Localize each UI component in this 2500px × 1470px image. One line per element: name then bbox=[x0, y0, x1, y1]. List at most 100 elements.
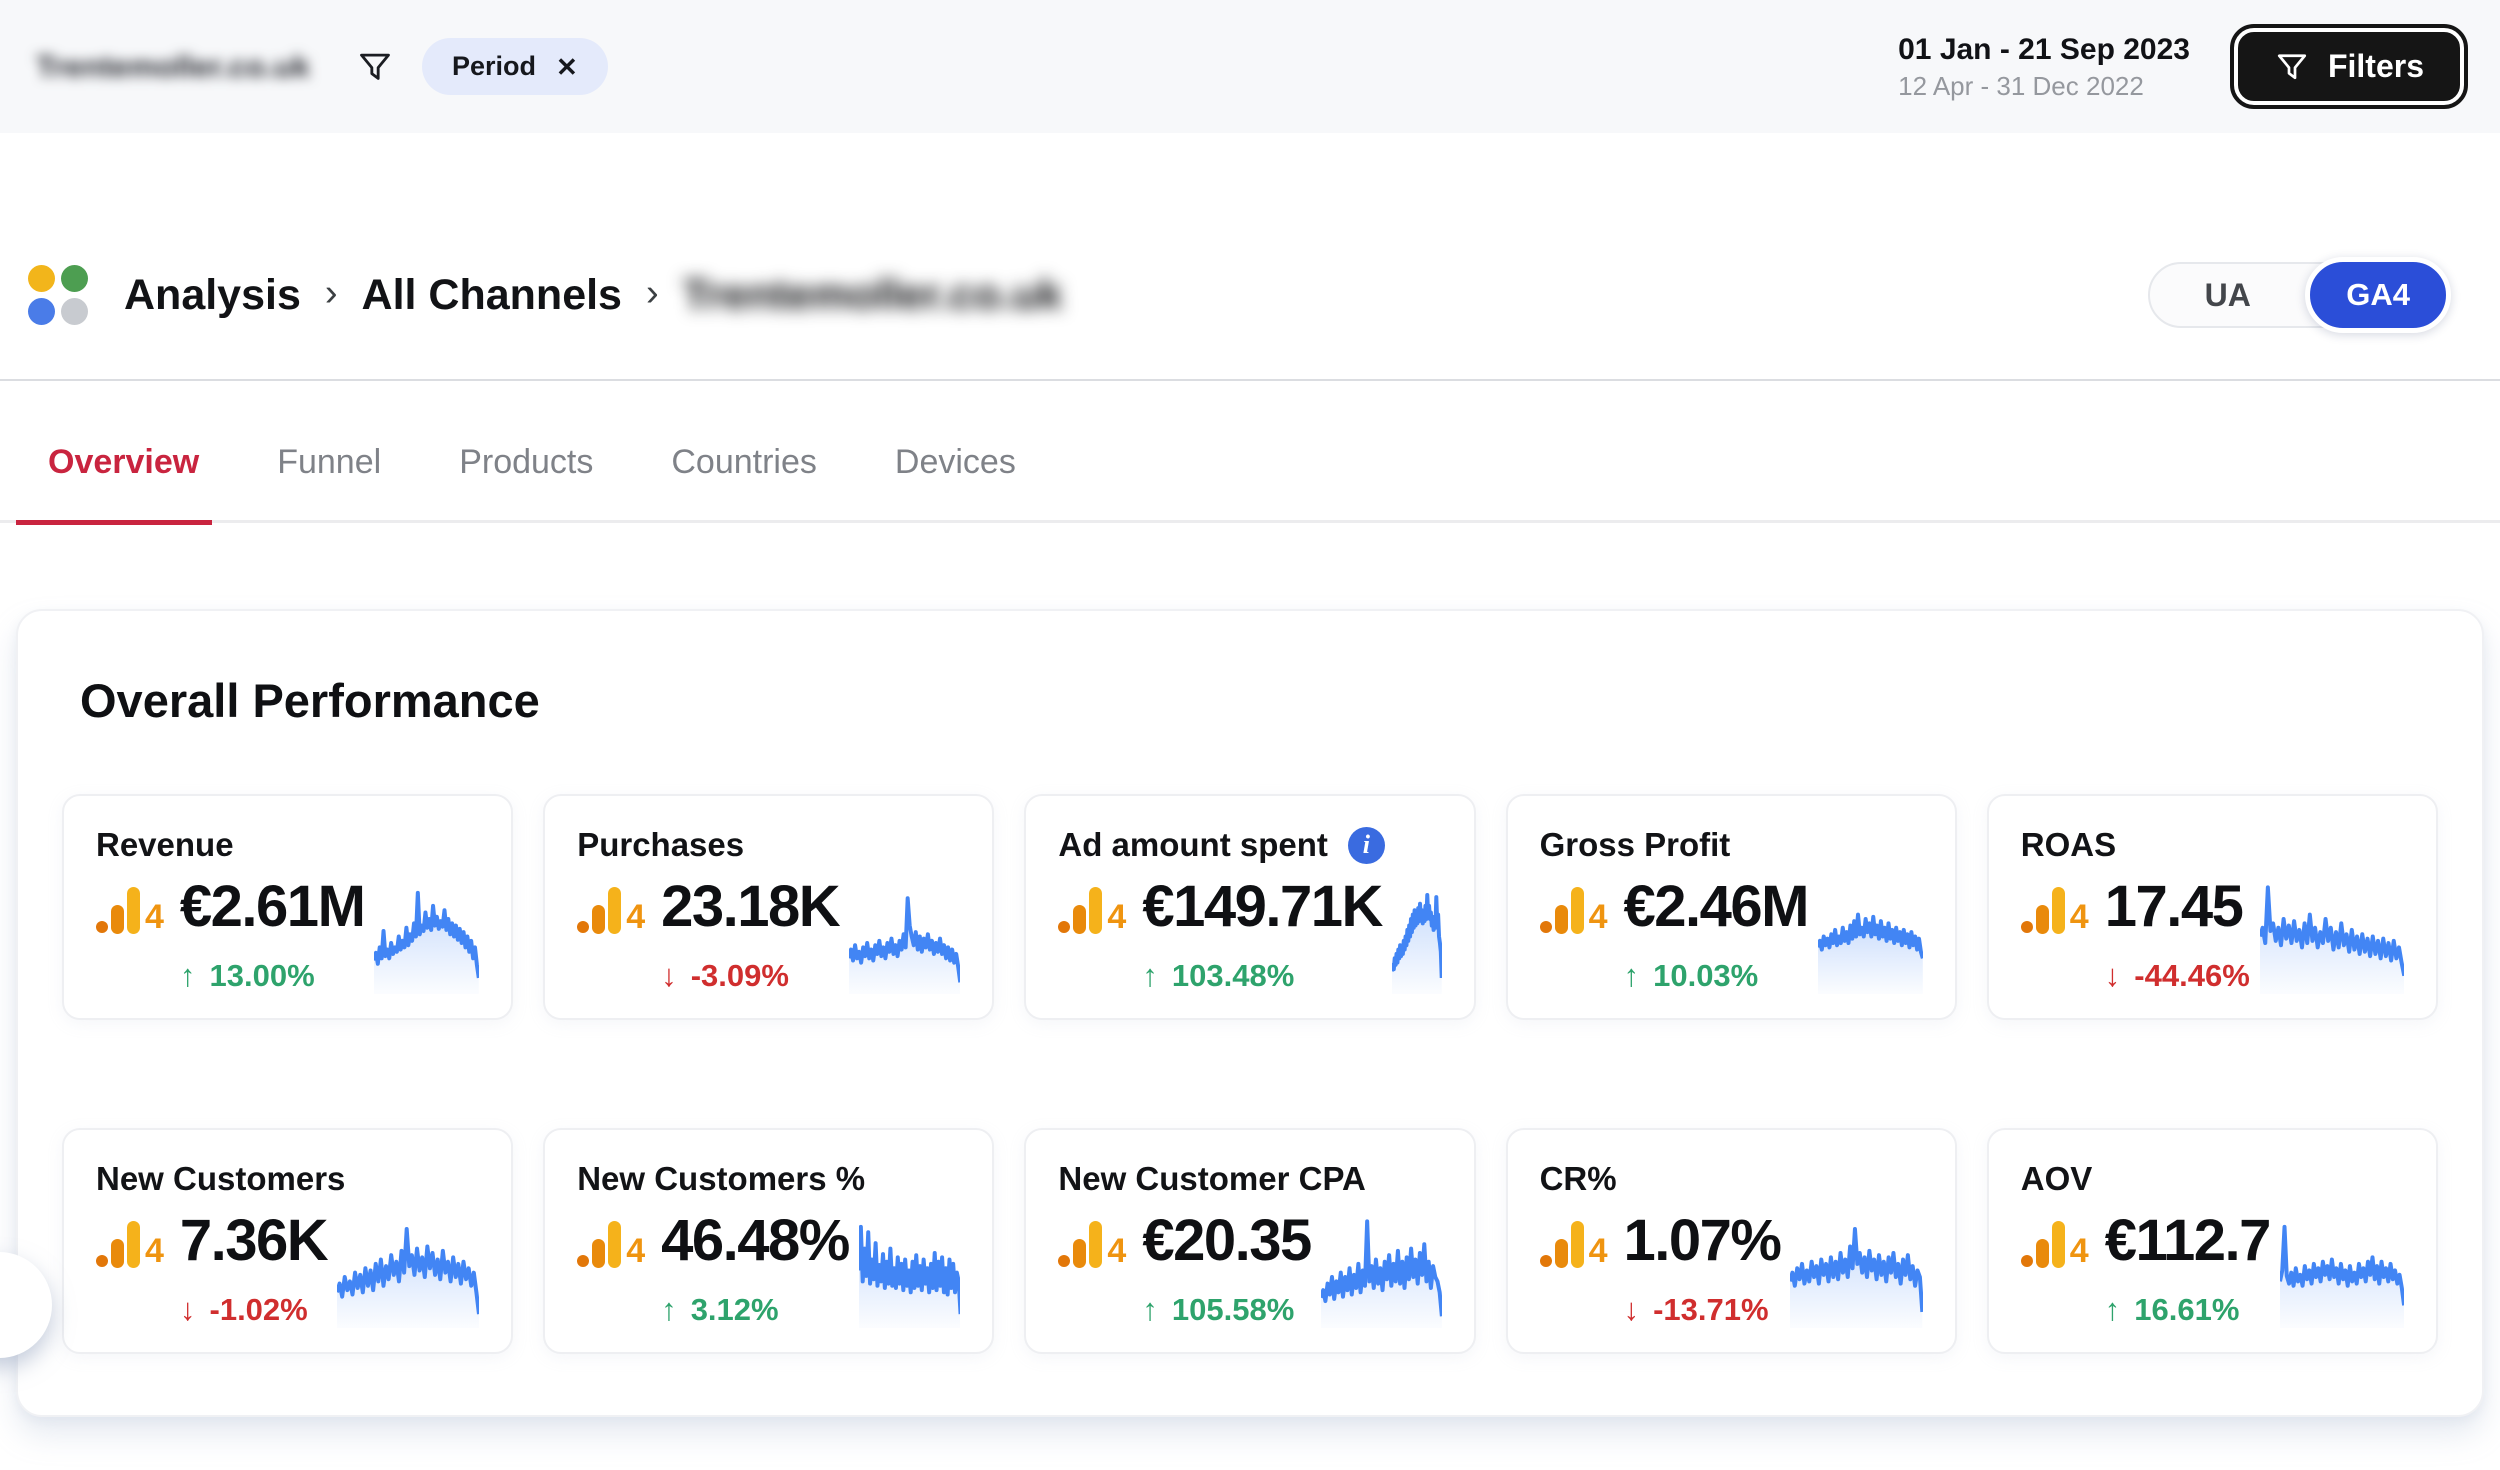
delta-arrow-icon: ↑ bbox=[180, 958, 196, 993]
metric-label: ROAS bbox=[2020, 826, 2117, 863]
ga4-source-icon: 4 bbox=[577, 1221, 645, 1268]
metric-tile[interactable]: AOV 4 €112.7 ↑ 16.61% bbox=[1986, 1128, 2438, 1354]
metric-delta: ↑ 16.61% bbox=[2105, 1292, 2270, 1328]
active-tab-indicator bbox=[16, 520, 212, 525]
delta-arrow-icon: ↑ bbox=[2104, 1292, 2121, 1327]
delta-arrow-icon: ↑ bbox=[1142, 1292, 1158, 1327]
chevron-right-icon: › bbox=[324, 271, 338, 314]
sparkline-chart bbox=[2259, 876, 2404, 994]
metric-tile[interactable]: CR% 4 1.07% ↓ -13.71% bbox=[1505, 1128, 1957, 1354]
tab-overview[interactable]: Overview bbox=[48, 443, 200, 481]
sparkline-chart bbox=[1391, 876, 1442, 994]
period-filter-chip[interactable]: Period ✕ bbox=[421, 38, 608, 95]
metric-label: Purchases bbox=[577, 826, 745, 863]
delta-value: 13.00% bbox=[209, 958, 315, 993]
tab-underline bbox=[0, 520, 2500, 525]
metric-tile[interactable]: Gross Profit 4 €2.46M ↑ 10.03% bbox=[1505, 794, 1957, 1020]
sparkline-chart bbox=[2279, 1210, 2404, 1328]
delta-arrow-icon: ↓ bbox=[180, 1292, 196, 1327]
top-bar: Trentemoller.co.uk Period ✕ 01 Jan - 21 … bbox=[0, 0, 2500, 133]
logo-dot-gray bbox=[61, 298, 88, 325]
metric-tile[interactable]: ROAS 4 17.45 ↓ -44.46% bbox=[1986, 794, 2438, 1020]
section-title: Overall Performance bbox=[80, 674, 540, 727]
tab-funnel[interactable]: Funnel bbox=[277, 443, 382, 481]
delta-value: 103.48% bbox=[1171, 958, 1295, 993]
breadcrumb-row: Analysis › All Channels › Trentemoller.c… bbox=[0, 257, 2500, 333]
metric-value: 1.07% bbox=[1623, 1208, 1782, 1273]
tab-countries[interactable]: Countries bbox=[671, 443, 817, 481]
chip-close-icon[interactable]: ✕ bbox=[555, 51, 578, 82]
app-logo bbox=[28, 265, 88, 325]
breadcrumb: Analysis › All Channels › Trentemoller.c… bbox=[124, 271, 1063, 320]
header-divider bbox=[0, 379, 2500, 381]
metric-label: Ad amount spent bbox=[1058, 826, 1328, 863]
metric-delta: ↓ -44.46% bbox=[2105, 958, 2250, 994]
metric-value: 7.36K bbox=[179, 1208, 329, 1273]
metric-tile[interactable]: Purchases 4 23.18K ↓ -3.09% bbox=[543, 794, 995, 1020]
date-range-comparison: 12 Apr - 31 Dec 2022 bbox=[1898, 71, 2144, 102]
filters-button[interactable]: Filters bbox=[2229, 24, 2469, 109]
sparkline-chart bbox=[1790, 1210, 1923, 1328]
metric-label: New Customers bbox=[96, 1160, 346, 1197]
filter-funnel-icon bbox=[360, 53, 390, 80]
delta-arrow-icon: ↓ bbox=[2104, 958, 2121, 993]
ga4-source-icon: 4 bbox=[96, 887, 164, 934]
toggle-option-ua[interactable]: UA bbox=[2204, 276, 2251, 313]
period-chip-label: Period bbox=[451, 51, 536, 81]
ga4-source-icon: 4 bbox=[1058, 887, 1126, 934]
breadcrumb-item-site: Trentemoller.co.uk bbox=[682, 270, 1063, 319]
delta-arrow-icon: ↑ bbox=[1623, 958, 1640, 993]
delta-value: 16.61% bbox=[2134, 1292, 2240, 1327]
metric-label: CR% bbox=[1539, 1160, 1617, 1197]
delta-value: 105.58% bbox=[1171, 1292, 1295, 1327]
chevron-right-icon: › bbox=[645, 271, 659, 314]
delta-value: 10.03% bbox=[1653, 958, 1759, 993]
delta-value: -13.71% bbox=[1653, 1292, 1769, 1327]
metric-tile[interactable]: New Customers % 4 46.48% ↑ 3.12% bbox=[543, 1128, 995, 1354]
delta-arrow-icon: ↑ bbox=[661, 1292, 677, 1327]
metric-value: €112.7 bbox=[2104, 1208, 2272, 1273]
logo-dot-blue bbox=[28, 298, 55, 325]
metric-value: 23.18K bbox=[661, 874, 841, 939]
metric-label: AOV bbox=[2020, 1160, 2093, 1197]
ga4-source-icon: 4 bbox=[577, 887, 645, 934]
sparkline-chart bbox=[337, 1210, 480, 1328]
metric-label: Gross Profit bbox=[1539, 826, 1731, 863]
metric-value: €20.35 bbox=[1142, 1208, 1312, 1273]
date-range-display[interactable]: 01 Jan - 21 Sep 2023 12 Apr - 31 Dec 202… bbox=[1898, 30, 2190, 104]
metric-value: 17.45 bbox=[2104, 874, 2244, 939]
ga4-source-icon: 4 bbox=[1539, 887, 1608, 934]
breadcrumb-item-all-channels[interactable]: All Channels bbox=[361, 270, 622, 319]
metric-delta: ↑ 103.48% bbox=[1142, 958, 1381, 994]
metric-label: Revenue bbox=[96, 826, 234, 863]
metric-delta: ↑ 13.00% bbox=[180, 958, 364, 994]
sparkline-chart bbox=[849, 876, 961, 994]
delta-value: -44.46% bbox=[2134, 958, 2250, 993]
info-icon[interactable]: i bbox=[1347, 826, 1385, 864]
metric-value: €2.61M bbox=[179, 874, 366, 939]
metric-tile[interactable]: Revenue 4 €2.61M ↑ 13.00% bbox=[62, 794, 514, 1020]
toggle-option-ga4[interactable]: GA4 bbox=[2305, 257, 2451, 333]
ga4-source-icon: 4 bbox=[1539, 1221, 1608, 1268]
metric-value: 46.48% bbox=[661, 1208, 850, 1273]
tab-devices[interactable]: Devices bbox=[894, 443, 1016, 481]
metrics-grid: Revenue 4 €2.61M ↑ 13.00% bbox=[62, 794, 2438, 1354]
metric-value: €149.71K bbox=[1142, 874, 1383, 939]
metric-tile[interactable]: Ad amount spent i 4 €149.71K ↑ 103.48% bbox=[1024, 794, 1476, 1020]
metric-label: New Customer CPA bbox=[1058, 1160, 1366, 1197]
sparkline-chart bbox=[1817, 876, 1923, 994]
metric-tile[interactable]: New Customers 4 7.36K ↓ -1.02% bbox=[62, 1128, 514, 1354]
logo-dot-yellow bbox=[28, 265, 55, 292]
metric-delta: ↓ -3.09% bbox=[661, 958, 839, 994]
breadcrumb-item-analysis[interactable]: Analysis bbox=[124, 270, 301, 319]
sparkline-chart bbox=[858, 1210, 961, 1328]
source-toggle: UA GA4 bbox=[2148, 257, 2451, 333]
metric-tile[interactable]: New Customer CPA 4 €20.35 ↑ 105.58% bbox=[1024, 1128, 1476, 1354]
metric-delta: ↑ 10.03% bbox=[1624, 958, 1808, 994]
filters-funnel-icon bbox=[2277, 53, 2307, 79]
tab-products[interactable]: Products bbox=[459, 443, 594, 481]
metric-label: New Customers % bbox=[577, 1160, 866, 1197]
logo-dot-green bbox=[61, 265, 88, 292]
ga4-source-icon: 4 bbox=[96, 1221, 164, 1268]
